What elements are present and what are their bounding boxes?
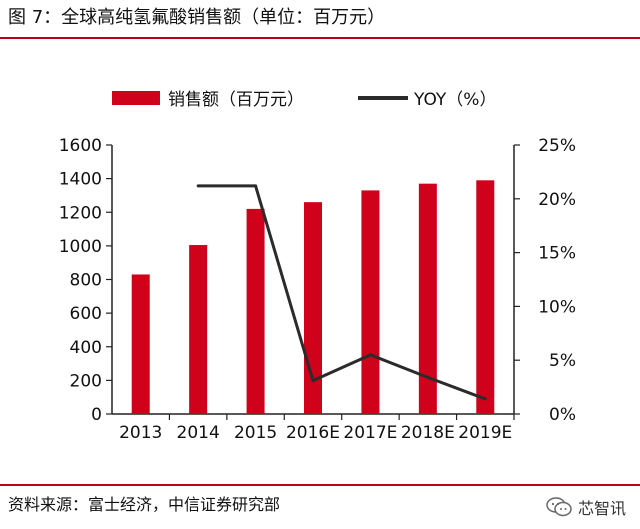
y-left-tick-label: 400 — [70, 338, 102, 358]
legend-label-yoy: YOY（%） — [413, 90, 496, 110]
y-right-tick-label: 20% — [538, 190, 576, 210]
yoy-point-2018E — [426, 375, 430, 379]
x-tick-label: 2015 — [234, 423, 277, 443]
plot-area: 0 200 400 600 800 1000 1200 1400 1600 0% 5% 10% 15% 2… — [59, 136, 576, 443]
bar-2013 — [131, 274, 150, 414]
y-left-tick-label: 1200 — [59, 203, 102, 223]
wechat-icon — [546, 497, 572, 517]
x-tick-label: 2016E — [286, 423, 340, 443]
x-tick-label: 2019E — [458, 423, 512, 443]
x-tick-label: 2018E — [401, 423, 455, 443]
y-right-tick-label: 10% — [538, 297, 576, 317]
y-left-tick-label: 800 — [70, 271, 102, 291]
footer-divider — [0, 484, 640, 486]
y-left-tick-label: 1000 — [59, 237, 102, 257]
bar-2015 — [246, 208, 265, 414]
y-right-tick-label: 15% — [538, 244, 576, 264]
bar-2014 — [189, 245, 208, 414]
brand-watermark: 芯智讯 — [546, 495, 626, 519]
bar-2017E — [361, 190, 380, 414]
y-left-tick-label: 1400 — [59, 170, 102, 190]
y-left-tick-label: 200 — [70, 371, 102, 391]
y-left-tick-label: 0 — [91, 405, 102, 425]
chart: 销售额（百万元） YOY（%） 0 200 400 600 800 1000 1200 1400… — [59, 90, 576, 443]
y-left-tick-label: 1600 — [59, 136, 102, 156]
legend: 销售额（百万元） YOY（%） — [112, 90, 496, 110]
yoy-point-2016E — [311, 379, 315, 383]
x-tick-label: 2017E — [343, 423, 397, 443]
bar-2016E — [304, 202, 322, 414]
figure-title: 图 7：全球高纯氢氟酸销售额（单位：百万元） — [8, 7, 386, 28]
bar-2018E — [418, 183, 437, 414]
x-tick-label: 2013 — [119, 423, 162, 443]
yoy-point-2017E — [368, 353, 372, 357]
legend-swatch-sales — [112, 91, 160, 105]
source-note: 资料来源：富士经济，中信证券研究部 — [8, 495, 281, 514]
yoy-point-2015 — [254, 184, 258, 188]
y-right-tick-label: 0% — [549, 405, 576, 425]
yoy-point-2019E — [483, 397, 487, 401]
yoy-point-2014 — [196, 184, 200, 188]
bar-2019E — [476, 180, 495, 414]
y-right-tick-label: 5% — [549, 351, 576, 371]
brand-name: 芯智讯 — [577, 499, 626, 518]
y-right-tick-label: 25% — [538, 136, 576, 156]
x-tick-label: 2014 — [177, 423, 220, 443]
yoy-line — [198, 184, 486, 401]
title-divider — [0, 37, 640, 39]
legend-label-sales: 销售额（百万元） — [168, 90, 304, 110]
y-left-tick-label: 600 — [70, 304, 102, 324]
